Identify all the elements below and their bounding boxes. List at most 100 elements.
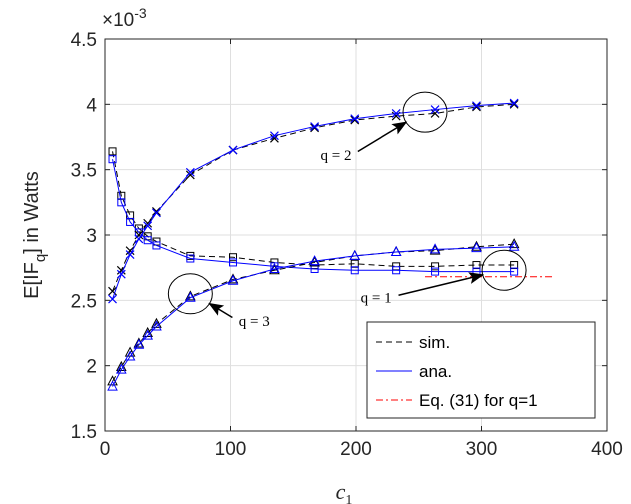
point-q3-ana-13	[471, 241, 482, 253]
y-tick-label-4: 3.5	[71, 161, 97, 182]
y-tick-label-1: 2	[86, 357, 97, 378]
annotation-arrow-0	[357, 121, 408, 153]
point-q3-ana-6	[185, 291, 196, 302]
annotation-label-2: q = 3	[239, 314, 270, 330]
point-q3-sim-0	[107, 375, 118, 386]
point-q1-ana-5	[152, 241, 161, 250]
point-q2-ana-4	[143, 221, 153, 231]
svg-text:×10-3: ×10-3	[102, 5, 147, 31]
y-tick-label-3: 3	[86, 226, 97, 247]
point-q1-ana-0	[108, 155, 117, 164]
y-axis-label-sub: q	[32, 254, 49, 262]
point-q2-sim-12	[430, 109, 440, 118]
x-axis-label-sub: 1	[345, 493, 352, 504]
annotation-arrow-2	[208, 302, 233, 319]
annotation-circle-0	[402, 91, 448, 133]
point-q2-sim-9	[310, 123, 320, 133]
point-q1-ana-4	[143, 236, 152, 245]
exponent-label: ×10-3	[102, 5, 147, 31]
exponent-power: -3	[134, 5, 147, 21]
point-q2-ana-0	[108, 294, 117, 304]
x-tick-label-2: 200	[340, 439, 372, 460]
point-q2-ana-7	[228, 145, 238, 155]
y-tick-label-6: 4.5	[71, 30, 97, 51]
point-q2-ana-3	[134, 234, 144, 244]
point-q1-sim-7	[229, 253, 238, 262]
point-q2-sim-2	[125, 246, 135, 256]
point-q3-ana-10	[349, 249, 361, 260]
point-q3-ana-1	[115, 363, 127, 374]
point-q2-ana-2	[125, 250, 135, 260]
point-q3-sim-14	[508, 238, 520, 249]
point-q3-ana-0	[107, 380, 118, 391]
legend-label-2: Eq. (31) for q=1	[419, 391, 538, 410]
annotation-circle-1	[481, 249, 527, 291]
point-q2-ana-12	[430, 105, 440, 114]
point-q3-sim-6	[185, 290, 196, 301]
point-q2-ana-6	[185, 167, 195, 177]
series-line-q3-sim	[112, 243, 515, 382]
series-layer	[107, 98, 555, 391]
point-q3-ana-9	[309, 255, 320, 266]
annotation-q2: q = 2	[321, 91, 448, 164]
annotation-layer: q = 2 q = 1 q = 3	[167, 91, 527, 330]
point-q2-sim-13	[472, 102, 481, 112]
point-q3-ana-4	[142, 329, 154, 340]
legend-box	[366, 321, 596, 419]
point-q2-sim-0	[108, 286, 117, 296]
point-q2-ana-9	[310, 122, 320, 131]
point-q3-ana-5	[151, 320, 162, 331]
point-q1-ana-6	[186, 254, 195, 263]
annotation-label-0: q = 2	[321, 148, 352, 164]
point-q2-ana-13	[472, 101, 481, 111]
y-axis-label: E[IFq] in Watts	[21, 171, 49, 299]
x-axis-label: c1	[336, 479, 353, 504]
point-q1-ana-1	[117, 198, 126, 207]
point-q3-ana-14	[508, 240, 520, 251]
tick-labels: 0 100 200 300 400 1.5 2 2.5 3 3.5 4 4.5	[71, 30, 623, 460]
point-q2-sim-6	[185, 170, 195, 180]
x-tick-label-4: 400	[591, 439, 623, 460]
y-axis-label-main: E[IF	[21, 262, 43, 299]
point-q1-ana-11	[392, 266, 401, 275]
series-q2-ana	[108, 98, 519, 304]
point-q1-sim-12	[431, 262, 440, 271]
point-q2-ana-1	[116, 269, 126, 279]
point-q2-sim-14	[509, 99, 519, 109]
y-tick-label-2: 2.5	[71, 291, 97, 312]
point-q1-sim-0	[108, 147, 117, 156]
legend-label-0: sim.	[419, 333, 450, 352]
series-line-q3-ana	[112, 246, 515, 387]
svg-text:c1: c1	[336, 479, 353, 504]
point-q2-ana-8	[270, 131, 279, 141]
point-q3-ana-11	[390, 245, 402, 256]
point-q3-ana-8	[269, 262, 280, 273]
point-q2-ana-14	[509, 98, 519, 108]
x-axis-label-main: c	[336, 479, 346, 504]
plot-area: q = 2 q = 1 q = 3 sim. ana. Eq. (31) for q=1	[104, 38, 608, 432]
point-q3-ana-2	[124, 350, 136, 361]
point-q2-ana-10	[350, 114, 360, 124]
x-tick-label-1: 100	[215, 439, 247, 460]
point-q3-sim-4	[142, 326, 154, 337]
annotation-q3: q = 3	[167, 273, 270, 330]
point-q2-sim-3	[134, 230, 144, 240]
svg-text:E[IFq] in Watts: E[IFq] in Watts	[21, 171, 49, 299]
ticks	[104, 38, 608, 432]
x-tick-label-0: 0	[100, 439, 111, 460]
point-q2-sim-8	[270, 133, 279, 143]
point-q2-sim-10	[350, 115, 360, 125]
point-q3-sim-7	[227, 273, 239, 284]
point-q3-ana-3	[133, 338, 145, 349]
point-q3-sim-5	[151, 317, 162, 328]
point-q1-ana-12	[431, 267, 440, 276]
point-q1-ana-2	[126, 217, 135, 226]
point-q1-ana-7	[229, 258, 238, 267]
point-q1-ana-10	[350, 266, 359, 275]
exponent-base: ×10	[102, 10, 134, 31]
point-q2-sim-5	[152, 207, 161, 216]
point-q2-ana-5	[152, 208, 161, 218]
annotation-arrow-1	[398, 272, 485, 296]
point-q3-ana-12	[429, 243, 441, 254]
